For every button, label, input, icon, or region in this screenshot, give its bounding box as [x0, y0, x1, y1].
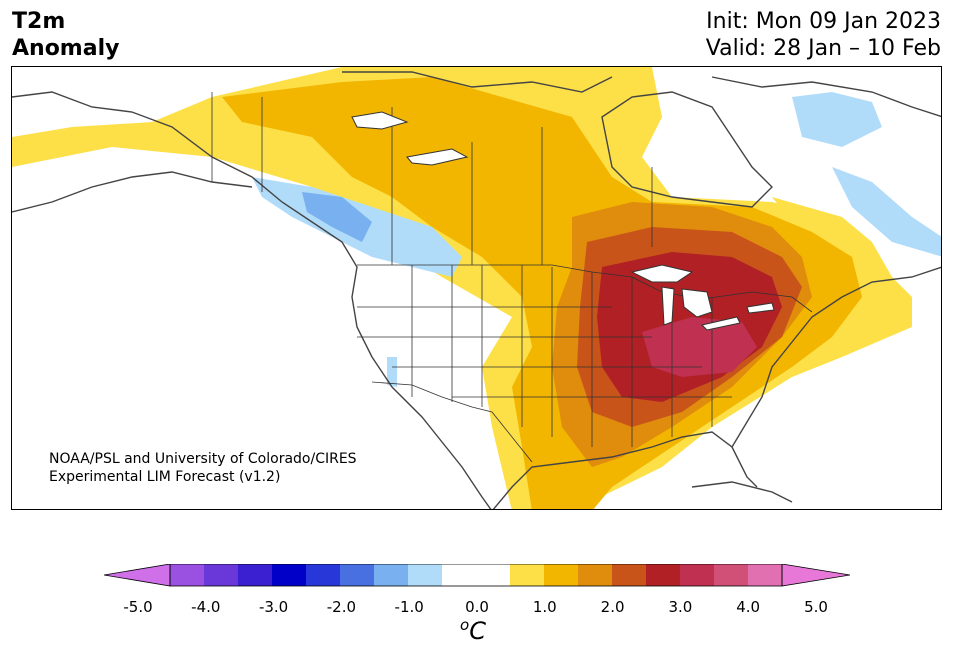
anomaly-blue-west: [302, 192, 372, 242]
anomaly-lightblue-south: [387, 357, 397, 387]
colorbar-cell: [272, 564, 307, 586]
colorbar-tick-label: 3.0: [668, 598, 693, 616]
colorbar-cell: [442, 564, 477, 586]
colorbar: [104, 564, 850, 587]
map-title: T2m Anomaly: [12, 8, 119, 62]
degree-sign: o: [460, 616, 470, 634]
colorbar-cell: [204, 564, 239, 586]
credit-text: NOAA/PSL and University of Colorado/CIRE…: [49, 450, 357, 486]
colorbar-cell: [748, 564, 783, 586]
lake-huron: [681, 288, 713, 318]
lake-michigan: [661, 286, 675, 326]
colorbar-tick-label: -4.0: [191, 598, 221, 616]
colorbar-cell: [306, 564, 341, 586]
colorbar-cell: [578, 564, 613, 586]
colorbar-tick-label: -3.0: [258, 598, 289, 616]
great-slave-lake: [351, 111, 409, 130]
colorbar-tick-label: 2.0: [600, 598, 625, 616]
lake-athabasca: [406, 148, 469, 166]
colorbar-tick-label: 5.0: [804, 598, 828, 616]
colorbar-cell: [646, 564, 681, 586]
colorbar-right-arrow: [781, 564, 850, 587]
state-lines: [357, 265, 732, 447]
title-line-1: T2m: [12, 9, 66, 34]
anomaly-map: NOAA/PSL and University of Colorado/CIRE…: [11, 66, 942, 510]
colorbar-cell: [714, 564, 749, 586]
anomaly-crimson-core: [642, 317, 757, 377]
colorbar-cell: [170, 564, 205, 586]
colorbar-tick-label: -1.0: [394, 598, 424, 616]
colorbar-outline: [169, 564, 783, 587]
forecast-dates: Init: Mon 09 Jan 2023 Valid: 28 Jan – 10…: [706, 8, 941, 62]
unit-letter: C: [469, 617, 486, 645]
colorbar-tick-label: 0.0: [465, 598, 489, 616]
colorbar-cell: [408, 564, 443, 586]
cuba: [691, 481, 793, 503]
colorbar-cell: [476, 564, 511, 586]
colorbar-cell: [340, 564, 375, 586]
credit-line-1: NOAA/PSL and University of Colorado/CIRE…: [49, 451, 357, 467]
colorbar-cell: [544, 564, 579, 586]
hudson-bay: [601, 91, 773, 208]
province-lines: [261, 97, 653, 265]
colorbar-cell: [510, 564, 545, 586]
colorbar-cells: [170, 564, 783, 586]
colorbar-tick-label: 1.0: [532, 598, 557, 616]
colorbar-cell: [374, 564, 409, 586]
colorbar-left-arrow: [104, 564, 171, 587]
lake-erie: [701, 316, 741, 331]
colorbar-tick-label: -5.0: [123, 598, 153, 616]
colorbar-unit: oC: [460, 616, 486, 645]
credit-line-2: Experimental LIM Forecast (v1.2): [49, 469, 281, 485]
anomaly-lightblue-ne: [832, 167, 941, 257]
valid-date: Valid: 28 Jan – 10 Feb: [705, 36, 941, 61]
arctic-islands: [342, 71, 941, 118]
colorbar-cell: [612, 564, 647, 586]
lake-ontario: [746, 302, 775, 314]
west-coast: [12, 91, 492, 509]
anomaly-fields: [12, 67, 941, 509]
east-coast: [731, 266, 941, 448]
colorbar-tick-label: 4.0: [736, 598, 761, 616]
colorbar-cell: [238, 564, 273, 586]
coastlines: [12, 71, 941, 509]
map-canvas: [12, 67, 941, 509]
gulf-coast: [492, 431, 758, 509]
lake-superior: [630, 264, 694, 283]
title-line-2: Anomaly: [12, 36, 120, 61]
colorbar-tick-label: -2.0: [326, 598, 357, 616]
alaska-coast: [12, 171, 253, 213]
anomaly-yellow-east: [772, 197, 892, 282]
anomaly-lightblue-east: [792, 92, 882, 147]
colorbar-cell: [680, 564, 715, 586]
init-date: Init: Mon 09 Jan 2023: [706, 9, 941, 34]
great-lakes: [351, 111, 775, 331]
